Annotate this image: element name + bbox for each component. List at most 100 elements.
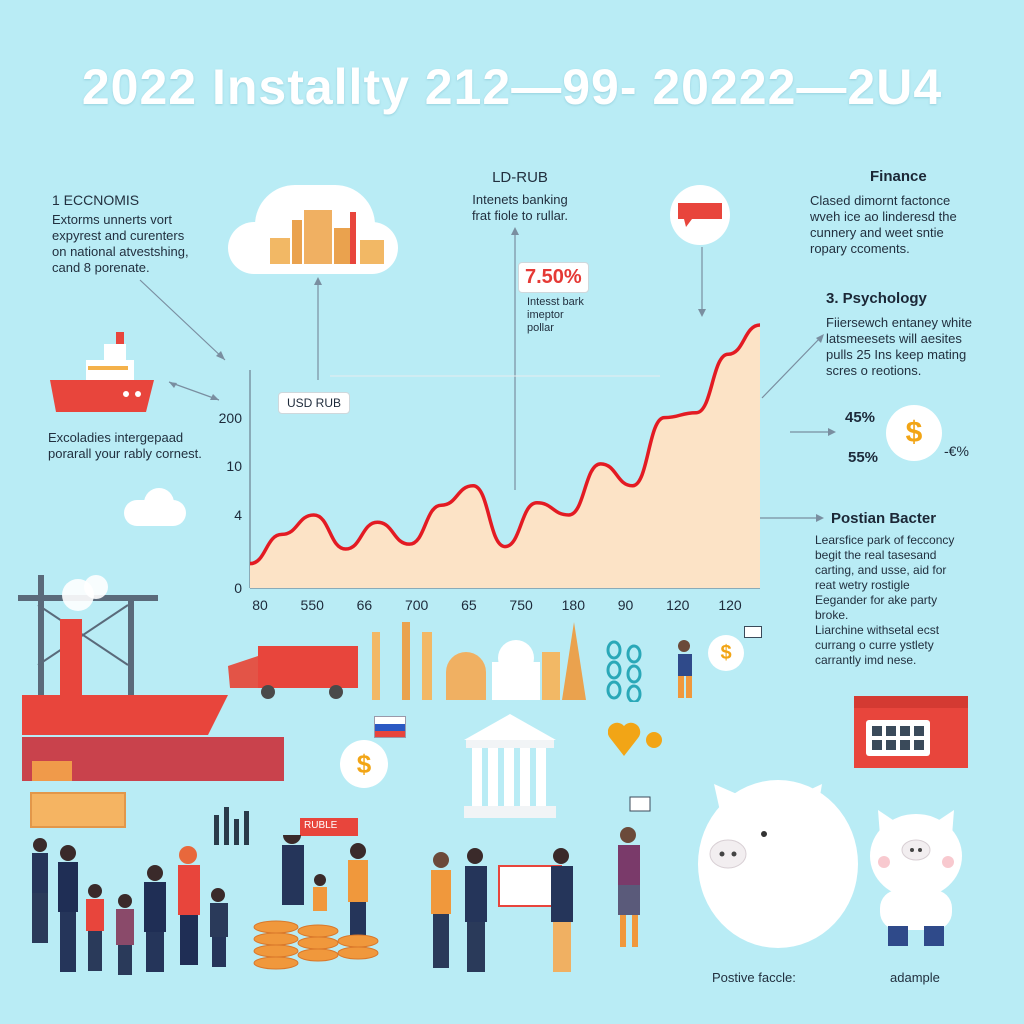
psychology-line-1: Fiiersewch entaney white: [826, 315, 972, 330]
usd-rub-callout: USD RUB: [278, 392, 351, 414]
psychology-pct-a: 45%: [845, 409, 876, 426]
percent-caption: Intesst bark imeptor pollar: [527, 296, 617, 335]
flag-icon: [678, 203, 722, 227]
postian-bullet-1: Learsfice park of fecconcy begit the rea…: [815, 533, 1015, 593]
ship-caption: Excoladies intergepaad porarall your rab…: [48, 430, 248, 462]
finance-line-2: wveh ice ao linderesd the: [810, 209, 957, 224]
postian-b2-line-1: Eegander for ake party: [815, 593, 938, 607]
ship-caption-line-1: Excoladies intergepaad: [48, 430, 184, 445]
finance-line-1: Clased dimornt factonce: [810, 193, 951, 208]
percent-callout: 7.50%: [518, 262, 589, 293]
caption-right: adample: [890, 970, 940, 985]
postian-b2-line-2: broke.: [815, 608, 849, 622]
x-tick-label-3: 700: [405, 597, 429, 613]
postian-b1-line-2: begit the real tasesand: [815, 548, 937, 562]
postian-heading: Postian Bacter: [831, 510, 937, 527]
psychology-arrow-icon: [761, 334, 824, 399]
center-arrow-icon: [511, 227, 519, 490]
mini-card-icon: [744, 626, 762, 638]
economics-section: 1 ECCNOMIS Extorms unnerts vort expyrest…: [52, 192, 242, 276]
psychology-line-3: pulls 25 Ins keep mating: [826, 347, 967, 362]
postian-b1-line-1: Learsfice park of fecconcy: [815, 533, 955, 547]
money-sign-icon: [30, 792, 126, 828]
economics-line-3: on national atvestshing,: [52, 244, 189, 259]
y-tick-label-1: 4: [234, 507, 242, 523]
economics-arrow-icon: [139, 279, 226, 361]
x-tick-label-5: 750: [509, 597, 533, 613]
russian-flag-icon: [374, 716, 406, 738]
economics-line-4: cand 8 porenate.: [52, 260, 150, 275]
psychology-heading: 3. Psychology: [826, 290, 927, 307]
wallet-icon: [854, 696, 968, 768]
series-line: [249, 323, 761, 566]
flag-arrow-icon: [698, 247, 706, 317]
postian-b3-line-3: carrantly imd nese.: [815, 653, 917, 667]
economics-line-1: Extorms unnerts vort: [52, 212, 172, 227]
dollar-coin-icon: $: [886, 405, 942, 461]
handshake-illustration: [431, 848, 573, 972]
y-tick-label-3: 200: [219, 410, 243, 426]
postian-b3-line-1: Liarchine withsetal ecst: [815, 623, 940, 637]
postian-b1-line-3: carting, and usse, aid for: [815, 563, 947, 577]
factory-icon: [270, 210, 384, 264]
center-line-2: frat fiole to rullar.: [471, 208, 569, 223]
finance-section: Finance Clased dimornt factonce wveh ice…: [810, 168, 990, 257]
x-tick-label-1: 550: [301, 597, 325, 613]
port-illustration: [18, 575, 284, 781]
x-tick-label-2: 66: [357, 597, 373, 613]
ship-caption-line-2: porarall your rably cornest.: [48, 446, 202, 461]
x-tick-label-6: 180: [562, 597, 586, 613]
cloud-arrow-icon: [314, 277, 322, 380]
piggy-bank-large-icon: [698, 780, 858, 948]
pct-arrow-icon: [790, 428, 836, 436]
heart-coin-icon: [608, 722, 662, 756]
cloud-puff-icon: [144, 488, 174, 518]
x-tick-label-9: 120: [718, 597, 742, 613]
x-tick-label-0: 80: [252, 597, 268, 613]
finance-heading: Finance: [870, 168, 927, 185]
caption-left: Postive faccle:: [712, 970, 796, 985]
center-line-1: Intenets banking: [472, 192, 568, 207]
woman-phone-illustration: [618, 796, 651, 947]
y-tick-label-0: 0: [234, 580, 242, 596]
postian-bullet-3: Liarchine withsetal ecst currang o curre…: [815, 623, 1015, 668]
page-title: 2022 Installty 212—99- 20222—2U4: [81, 59, 943, 115]
finance-line-3: cunnery and weet sntie: [810, 225, 944, 240]
psychology-line-2: latsmeesets will aesites: [826, 331, 962, 346]
center-section: LD-RUB Intenets banking frat fiole to ru…: [440, 170, 600, 224]
candlestick-icon: [214, 807, 249, 845]
postian-arrow-icon: [760, 514, 824, 522]
center-heading: LD-RUB: [492, 169, 548, 186]
city-skyline-icon: [372, 622, 586, 700]
postian-b1-line-4: reat wetry rostigle: [815, 578, 910, 592]
economics-line-2: expyrest and curenters: [52, 228, 185, 243]
percent-line-2: imeptor: [527, 309, 564, 321]
postian-b3-line-2: currang o curre ystlety: [815, 638, 934, 652]
series-area: [250, 325, 760, 588]
coin-icon: $: [708, 635, 744, 671]
psychology-line-4: scres o reotions.: [826, 363, 922, 378]
coin-large-icon: $: [340, 740, 388, 788]
crowd-illustration: [32, 835, 379, 975]
percent-line-1: Intesst bark: [527, 296, 584, 308]
truck-icon: [228, 646, 358, 699]
chain-icon: [606, 640, 642, 702]
ruble-banner: RUBLE: [300, 818, 358, 836]
x-tick-label-8: 120: [666, 597, 690, 613]
economics-heading: 1 ECCNOMIS: [52, 192, 140, 208]
ship-arrow-icon: [168, 381, 220, 401]
exchange-chart: 0 4 10 200 80 550 66 700 65 750 180 90 120 120: [215, 300, 775, 620]
piggy-bank-small-icon: [870, 810, 962, 946]
psychology-pct-b: 55%: [848, 449, 879, 466]
psychology-section: 3. Psychology Fiiersewch entaney white l…: [826, 290, 1006, 379]
flag-bubble: [670, 185, 730, 245]
percent-line-3: pollar: [527, 322, 554, 334]
finance-line-4: ropary ccoments.: [810, 241, 910, 256]
y-tick-label-2: 10: [226, 458, 242, 474]
chart-svg: 0 4 10 200 80 550 66 700 65 750 180 90 120 120: [219, 323, 761, 613]
bank-icon: [464, 714, 556, 818]
postian-bullet-2: Eegander for ake party broke.: [815, 593, 1015, 623]
postian-section: Postian Bacter Learsfice park of fecconc…: [815, 510, 1015, 668]
x-tick-label-4: 65: [461, 597, 477, 613]
psychology-pct-c: -€%: [944, 443, 969, 459]
